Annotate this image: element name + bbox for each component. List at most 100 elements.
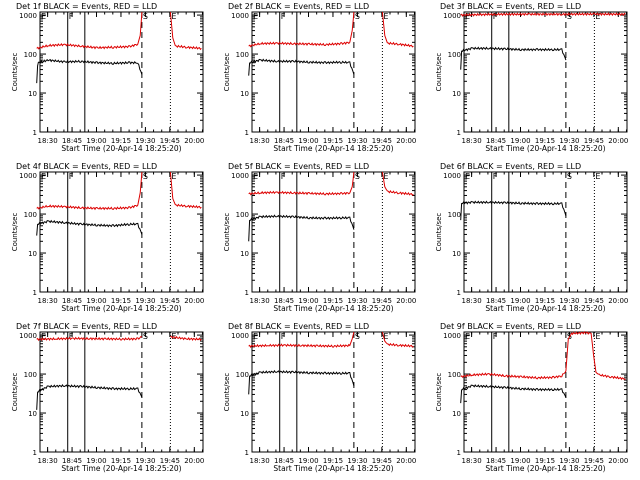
y-tick-label: 10 bbox=[240, 250, 249, 258]
y-tick-label: 1000 bbox=[231, 12, 249, 20]
marker-label: E bbox=[253, 332, 258, 341]
x-tick-label: 18:30 bbox=[38, 297, 58, 305]
x-tick-label: 19:30 bbox=[559, 297, 579, 305]
x-tick-label: 19:30 bbox=[347, 137, 367, 145]
y-tick-label: 100 bbox=[448, 51, 461, 59]
x-tick-label: 19:45 bbox=[160, 297, 180, 305]
y-tick-label: 10 bbox=[452, 250, 461, 258]
lld-series-line bbox=[169, 171, 202, 209]
detector-panel: Det 2f BLACK = Events, RED = LLD 1 10 100 10… bbox=[223, 2, 416, 153]
events-series-line bbox=[460, 384, 567, 404]
events-series-line bbox=[248, 58, 355, 76]
marker-label: S bbox=[355, 332, 360, 341]
x-tick-label: 19:00 bbox=[86, 297, 106, 305]
x-tick-label: 19:15 bbox=[323, 137, 343, 145]
x-tick-label: 19:00 bbox=[298, 297, 318, 305]
x-axis-label: Start Time (20-Apr-14 18:25:20) bbox=[485, 464, 605, 473]
x-tick-label: 18:45 bbox=[486, 137, 506, 145]
x-tick-label: 19:45 bbox=[584, 457, 604, 465]
x-axis-label: Start Time (20-Apr-14 18:25:20) bbox=[61, 144, 181, 153]
x-tick-label: 18:30 bbox=[462, 137, 482, 145]
y-tick-label: 100 bbox=[24, 51, 37, 59]
x-axis-label: Start Time (20-Apr-14 18:25:20) bbox=[485, 304, 605, 313]
detector-panel: Det 7f BLACK = Events, RED = LLD 1 10 100 10… bbox=[11, 322, 204, 473]
marker-label: S bbox=[355, 172, 360, 181]
detector-panel: Det 3f BLACK = Events, RED = LLD 1 10 100 10… bbox=[435, 2, 628, 153]
marker-label: F bbox=[281, 172, 286, 181]
y-axis-label: Counts/sec bbox=[223, 213, 231, 252]
x-tick-label: 19:15 bbox=[323, 297, 343, 305]
marker-label: F bbox=[281, 332, 286, 341]
events-series-line bbox=[248, 214, 355, 242]
y-tick-label: 10 bbox=[240, 410, 249, 418]
y-axis-label: Counts/sec bbox=[435, 213, 443, 252]
x-tick-label: 19:45 bbox=[160, 457, 180, 465]
x-tick-label: 20:00 bbox=[608, 297, 628, 305]
panel-title: Det 8f BLACK = Events, RED = LLD bbox=[228, 322, 369, 331]
x-tick-label: 19:15 bbox=[111, 137, 131, 145]
x-tick-label: 19:45 bbox=[372, 297, 392, 305]
events-series-line bbox=[36, 219, 143, 236]
lld-series-line bbox=[36, 11, 143, 50]
x-tick-label: 19:45 bbox=[372, 137, 392, 145]
marker-label: E bbox=[465, 332, 470, 341]
y-tick-label: 1000 bbox=[231, 172, 249, 180]
y-tick-label: 1000 bbox=[443, 12, 461, 20]
x-tick-label: 19:00 bbox=[86, 457, 106, 465]
marker-label: E bbox=[595, 332, 600, 341]
panel-title: Det 6f BLACK = Events, RED = LLD bbox=[440, 162, 581, 171]
x-tick-label: 18:45 bbox=[486, 457, 506, 465]
detector-panel: Det 5f BLACK = Events, RED = LLD 1 10 100 10… bbox=[223, 162, 416, 313]
y-tick-label: 1 bbox=[33, 289, 37, 297]
x-tick-label: 19:45 bbox=[160, 137, 180, 145]
marker-label: S bbox=[567, 172, 572, 181]
panel-title: Det 7f BLACK = Events, RED = LLD bbox=[16, 322, 157, 331]
y-tick-label: 100 bbox=[24, 211, 37, 219]
panel-title: Det 3f BLACK = Events, RED = LLD bbox=[440, 2, 581, 11]
marker-label: E bbox=[383, 332, 388, 341]
x-tick-label: 19:15 bbox=[111, 297, 131, 305]
x-tick-label: 19:00 bbox=[510, 457, 530, 465]
detector-panel: Det 6f BLACK = Events, RED = LLD 1 10 100 10… bbox=[435, 162, 628, 313]
y-tick-label: 1 bbox=[33, 449, 37, 457]
x-tick-label: 18:45 bbox=[62, 137, 82, 145]
y-tick-label: 1 bbox=[457, 129, 461, 137]
x-tick-label: 18:45 bbox=[274, 297, 294, 305]
marker-label: E bbox=[253, 12, 258, 21]
marker-label: E bbox=[41, 332, 46, 341]
y-tick-label: 10 bbox=[240, 90, 249, 98]
detector-panel: Det 4f BLACK = Events, RED = LLD 1 10 100 10… bbox=[11, 162, 204, 313]
marker-label: E bbox=[171, 172, 176, 181]
lld-series-line bbox=[381, 11, 414, 48]
x-tick-label: 18:30 bbox=[38, 457, 58, 465]
lld-series-line bbox=[460, 12, 626, 17]
x-tick-label: 19:00 bbox=[298, 137, 318, 145]
y-axis-label: Counts/sec bbox=[435, 53, 443, 92]
lld-series-line bbox=[460, 330, 626, 381]
marker-label: E bbox=[465, 172, 470, 181]
x-tick-label: 19:00 bbox=[86, 137, 106, 145]
marker-label: S bbox=[143, 172, 148, 181]
marker-label: E bbox=[41, 12, 46, 21]
panel-title: Det 2f BLACK = Events, RED = LLD bbox=[228, 2, 369, 11]
lld-series-line bbox=[170, 335, 202, 341]
marker-label: E bbox=[595, 172, 600, 181]
x-tick-label: 19:00 bbox=[510, 297, 530, 305]
marker-label: S bbox=[143, 332, 148, 341]
x-tick-label: 18:45 bbox=[486, 297, 506, 305]
y-tick-label: 100 bbox=[448, 371, 461, 379]
y-axis-label: Counts/sec bbox=[435, 373, 443, 412]
events-series-line bbox=[460, 46, 567, 70]
x-tick-label: 19:45 bbox=[584, 137, 604, 145]
y-tick-label: 1 bbox=[245, 449, 249, 457]
detector-panel: Det 8f BLACK = Events, RED = LLD 1 10 100 10… bbox=[223, 322, 416, 473]
y-tick-label: 1 bbox=[33, 129, 37, 137]
x-tick-label: 18:30 bbox=[250, 457, 270, 465]
lld-series-line bbox=[381, 331, 414, 348]
events-series-line bbox=[248, 369, 355, 395]
x-tick-label: 18:45 bbox=[62, 297, 82, 305]
x-tick-label: 20:00 bbox=[184, 137, 204, 145]
marker-label: F bbox=[69, 172, 74, 181]
x-tick-label: 20:00 bbox=[184, 457, 204, 465]
